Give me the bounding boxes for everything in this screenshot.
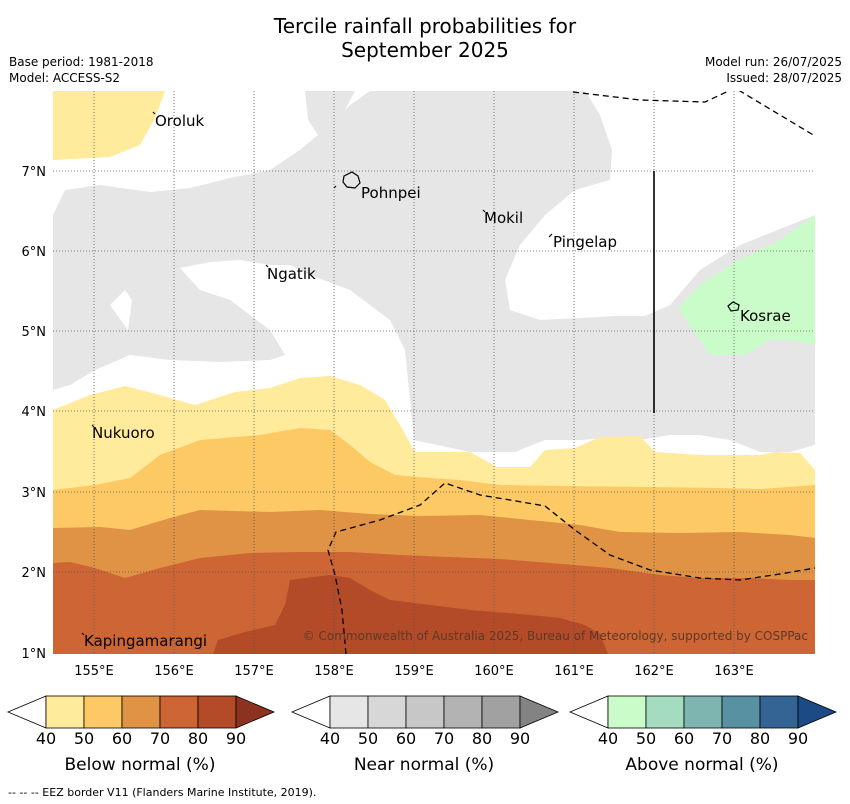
above-normal-colorbar-tick-label: 80 — [750, 729, 770, 748]
base-period-text: Base period: 1981-2018 — [9, 55, 154, 69]
place-label-nukuoro: Nukuoro — [92, 424, 155, 442]
below-normal-colorbar-tick-label: 40 — [36, 729, 56, 748]
lat-tick-label: 3°N — [22, 486, 47, 501]
above-normal-colorbar-high-triangle — [797, 695, 838, 729]
above-normal-colorbar-tick-label: 50 — [636, 729, 656, 748]
lat-tick-label: 2°N — [22, 566, 47, 581]
lat-tick-label: 4°N — [22, 405, 47, 420]
below-normal-colorbar-tick-label: 80 — [188, 729, 208, 748]
below-normal-colorbar-low-triangle — [6, 695, 47, 729]
above-normal-colorbar-tick-label: 90 — [788, 729, 808, 748]
below-normal-colorbar-label: Below normal (%) — [64, 755, 216, 775]
near-normal-colorbar-low-triangle — [290, 695, 331, 729]
island-markers — [81, 111, 740, 636]
near-normal-colorbar-high-triangle — [519, 695, 560, 729]
near-normal-colorbar-label: Near normal (%) — [353, 755, 495, 775]
kosrae-island-shape — [727, 301, 740, 312]
map-plot-area — [53, 91, 815, 654]
near-normal-island-top-right — [440, 91, 505, 128]
lon-tick-label: 159°E — [394, 664, 434, 679]
near-normal-colorbar-box — [367, 695, 407, 729]
near-normal-colorbar-box — [405, 695, 445, 729]
near-normal-colorbar-tick-label: 80 — [472, 729, 492, 748]
below-normal-colorbar-tick-label: 50 — [74, 729, 94, 748]
near-normal-colorbar-tick-label: 50 — [358, 729, 378, 748]
above-normal-colorbar-box — [607, 695, 647, 729]
lat-tick-label: 1°N — [22, 647, 47, 662]
lat-tick-label: 6°N — [22, 245, 47, 260]
lon-tick-label: 161°E — [554, 664, 594, 679]
lon-tick-label: 157°E — [234, 664, 274, 679]
near-normal-region-top — [305, 91, 355, 135]
above-normal-colorbar-box — [683, 695, 723, 729]
below-normal-colorbar-high-triangle — [235, 695, 276, 729]
lon-tick-label: 163°E — [714, 664, 754, 679]
pohnpei-island-shape — [342, 171, 361, 189]
below-normal-colorbar-box — [159, 695, 199, 729]
below-normal-colorbar-tick-label: 90 — [226, 729, 246, 748]
map-title-line1: Tercile rainfall probabilities for — [273, 14, 577, 38]
lon-tick-label: 158°E — [314, 664, 354, 679]
lon-tick-label: 155°E — [74, 664, 114, 679]
below-normal-colorbar-box — [83, 695, 123, 729]
place-label-pingelap: Pingelap — [553, 233, 617, 251]
near-normal-colorbar-tick-label: 60 — [396, 729, 416, 748]
below-normal-colorbar-box — [197, 695, 237, 729]
above-normal-colorbar-box — [645, 695, 685, 729]
near-normal-colorbar-box — [443, 695, 483, 729]
lat-tick-labels: 1°N 2°N 3°N 4°N 5°N 6°N 7°N — [22, 165, 47, 662]
place-label-mokil: Mokil — [484, 209, 523, 227]
model-text: Model: ACCESS-S2 — [9, 71, 121, 85]
below-normal-70-band — [53, 552, 815, 654]
lat-tick-label: 7°N — [22, 165, 47, 180]
map-title-line2: September 2025 — [341, 38, 509, 62]
lon-tick-labels: 155°E 156°E 157°E 158°E 159°E 160°E 161°… — [74, 664, 754, 679]
below-normal-colorbar-box — [45, 695, 85, 729]
above-normal-colorbar-tick-label: 60 — [674, 729, 694, 748]
copyright-text: © Commonwealth of Australia 2025, Bureau… — [303, 629, 808, 643]
eez-footnote: -- -- -- EEZ border V11 (Flanders Marine… — [8, 786, 317, 799]
above-normal-colorbar-tick-label: 70 — [712, 729, 732, 748]
issued-text: Issued: 28/07/2025 — [726, 71, 842, 85]
above-normal-colorbar-low-triangle — [568, 695, 609, 729]
near-normal-colorbar-tick-label: 40 — [320, 729, 340, 748]
below-normal-colorbar-tick-label: 60 — [112, 729, 132, 748]
lon-tick-label: 160°E — [474, 664, 514, 679]
near-normal-gap-ngatik — [110, 290, 132, 330]
lat-tick-label: 5°N — [22, 325, 47, 340]
below-normal-80-region — [213, 575, 608, 654]
colorbars: 40 50 60 70 80 90 40 50 60 70 80 90 40 50 60 70 80 90 — [6, 695, 838, 748]
above-normal-colorbar-box — [759, 695, 799, 729]
place-label-kosrae: Kosrae — [740, 307, 791, 325]
near-normal-colorbar-box — [329, 695, 369, 729]
place-label-ngatik: Ngatik — [267, 265, 316, 283]
place-label-pohnpei: Pohnpei — [361, 184, 421, 202]
below-normal-colorbar-tick-label: 70 — [150, 729, 170, 748]
eez-border — [327, 91, 815, 654]
above-normal-colorbar-label: Above normal (%) — [625, 755, 779, 775]
place-label-oroluk: Oroluk — [155, 112, 204, 130]
near-normal-colorbar-tick-label: 90 — [510, 729, 530, 748]
above-normal-colorbar-tick-label: 40 — [598, 729, 618, 748]
below-normal-colorbar-box — [121, 695, 161, 729]
place-label-kapingamarangi: Kapingamarangi — [84, 632, 207, 650]
near-normal-colorbar-tick-label: 70 — [434, 729, 454, 748]
lon-tick-label: 156°E — [154, 664, 194, 679]
below-normal-40-top — [53, 91, 165, 160]
above-normal-region-kosrae — [678, 215, 815, 355]
above-normal-colorbar-box — [721, 695, 761, 729]
model-run-text: Model run: 26/07/2025 — [704, 55, 842, 69]
lon-tick-label: 162°E — [634, 664, 674, 679]
place-labels: Oroluk Pohnpei Mokil Pingelap Ngatik Kos… — [84, 112, 791, 650]
near-normal-region-north — [53, 91, 815, 452]
near-normal-colorbar-box — [481, 695, 521, 729]
